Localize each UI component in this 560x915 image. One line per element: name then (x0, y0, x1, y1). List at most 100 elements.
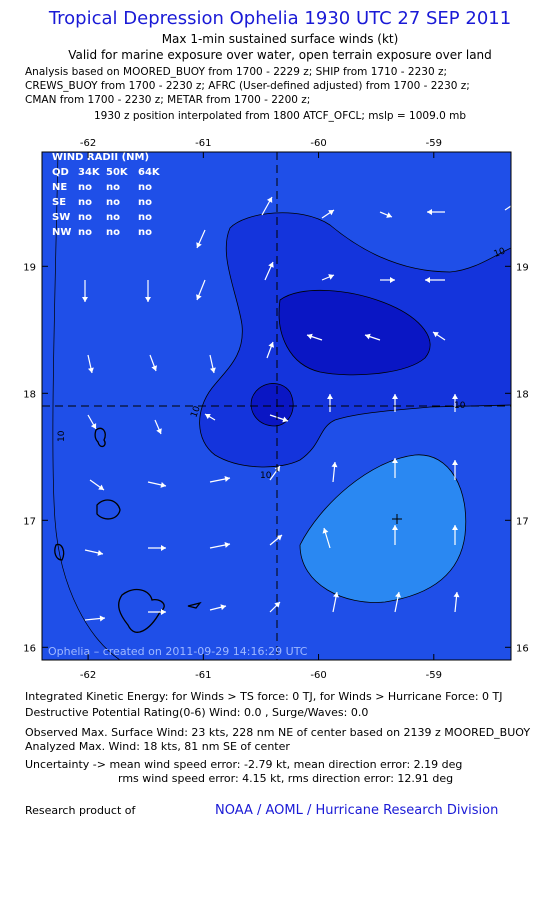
arrow-head (365, 333, 371, 340)
max-wind-marker (392, 514, 402, 524)
wind-radii-cell: no (106, 182, 120, 193)
arrow-head (220, 604, 226, 611)
wind-radii-table: WIND RADII (NM) QD 34K 50K 64K NE no no no SE no n… (52, 152, 161, 238)
contour-region (278, 289, 431, 376)
wind-radii-cell: NW (52, 227, 71, 238)
arrow-head (331, 462, 338, 468)
y-tick-label: 17 (516, 516, 529, 527)
arrow-head (322, 528, 329, 534)
arrow-head (433, 332, 439, 338)
x-tick-label: -60 (310, 138, 326, 149)
wind-radii-cell: no (106, 197, 120, 208)
arrow-head (511, 202, 517, 207)
contour-label: 10 (57, 430, 67, 442)
wind-radii-cell: NE (52, 182, 67, 193)
axes: -62 -62 -61 -61 -60 -60 -59 -59 16 16 17 17 18 18 19 19 (23, 138, 528, 680)
contour-region (299, 454, 467, 603)
arrow-head (452, 525, 458, 530)
contour-region (250, 383, 294, 427)
arrow-head (390, 277, 395, 283)
arrow-head (327, 394, 333, 399)
arrow-head (282, 416, 288, 423)
wind-radii-cell: SW (52, 212, 70, 223)
x-tick-label: -59 (426, 138, 442, 149)
arrow-head (160, 481, 166, 488)
wind-radii-cell: no (78, 227, 92, 238)
arrow-head (276, 535, 282, 541)
arrow-head (196, 294, 202, 300)
wind-radii-cell: no (138, 197, 152, 208)
x-tick-label: -62 (80, 138, 96, 149)
arrow-head (224, 476, 230, 482)
wind-arrow (504, 205, 511, 211)
arrow-head (268, 342, 275, 348)
x-tick-label: -60 (310, 670, 326, 680)
validity: Valid for marine exposure over water, op… (68, 48, 492, 62)
wind-radii-header: 64K (138, 167, 161, 178)
arrow-head (452, 394, 458, 399)
arrow-head (99, 615, 105, 622)
y-tick-label: 19 (23, 262, 36, 273)
arrow-head (452, 460, 458, 465)
x-tick-label: -61 (195, 670, 211, 680)
arrow-head (386, 212, 392, 218)
arrow-head (224, 542, 230, 548)
y-tick-label: 16 (23, 643, 36, 654)
arrow-head (98, 484, 104, 490)
arrow-head (392, 394, 398, 399)
footer-line: Analyzed Max. Wind: 18 kts, 81 nm SE of … (25, 740, 290, 753)
arrow-head (307, 333, 313, 340)
analysis-line: CMAN from 1700 - 2230 z; METAR from 1700… (25, 94, 311, 106)
arrow-head (427, 209, 432, 215)
arrow-head (395, 592, 401, 598)
wind-radii-cell: no (138, 227, 152, 238)
arrow-head (333, 592, 339, 598)
position-note: 1930 z position interpolated from 1800 A… (93, 110, 467, 122)
map-frame (41, 151, 512, 661)
arrow-head (392, 525, 398, 530)
analysis-line: CREWS_BUOY from 1700 - 2230 z; AFRC (Use… (25, 80, 470, 92)
contour-label: 10 (189, 405, 202, 419)
footer-line: Uncertainty -> mean wind speed error: -2… (25, 758, 463, 771)
wind-radii-cell: no (106, 227, 120, 238)
arrow-head (274, 602, 280, 608)
subtitle: Max 1-min sustained surface winds (kt) (161, 32, 399, 46)
contour-label: 10 (260, 471, 272, 481)
wind-radii-cell: SE (52, 197, 66, 208)
arrow-head (266, 197, 273, 203)
arrow-head (156, 428, 162, 434)
arrow-head (87, 367, 94, 373)
x-tick-label: -62 (80, 670, 96, 680)
contour-labels: 10 10 10 10 10 (57, 246, 507, 481)
arrow-head (392, 458, 398, 463)
arrow-head (82, 297, 88, 302)
footer-line: Observed Max. Surface Wind: 23 kts, 228 … (25, 726, 531, 739)
y-tick-label: 18 (516, 389, 529, 400)
wind-radii-cell: no (138, 212, 152, 223)
arrow-head (209, 367, 216, 373)
arrow-head (268, 262, 274, 268)
analysis-line: Analysis based on MOORED_BUOY from 1700 … (25, 66, 448, 78)
arrow-head (328, 210, 334, 216)
organization: NOAA / AOML / Hurricane Research Divisio… (215, 803, 499, 818)
contour-line (52, 152, 121, 660)
y-tick-label: 17 (23, 516, 36, 527)
wind-radii-cell: no (138, 182, 152, 193)
arrow-head (425, 277, 430, 283)
arrow-head (151, 365, 158, 371)
wind-radii-cell: no (78, 212, 92, 223)
arrow-head (97, 549, 103, 556)
arrow-head (196, 242, 202, 248)
footer-line: rms wind speed error: 4.15 kt, rms direc… (118, 772, 454, 785)
arrow-head (90, 423, 97, 429)
wind-radii-header: 50K (106, 167, 129, 178)
footer-line: Integrated Kinetic Energy: for Winds > T… (25, 690, 503, 703)
arrow-head (145, 297, 151, 302)
arrow-head (161, 545, 166, 551)
wind-arrows (82, 196, 517, 622)
footer-line: Destructive Potential Rating(0-6) Wind: … (25, 706, 369, 719)
contour-label: 10 (493, 246, 507, 259)
y-tick-label: 19 (516, 262, 529, 273)
x-tick-label: -59 (426, 670, 442, 680)
